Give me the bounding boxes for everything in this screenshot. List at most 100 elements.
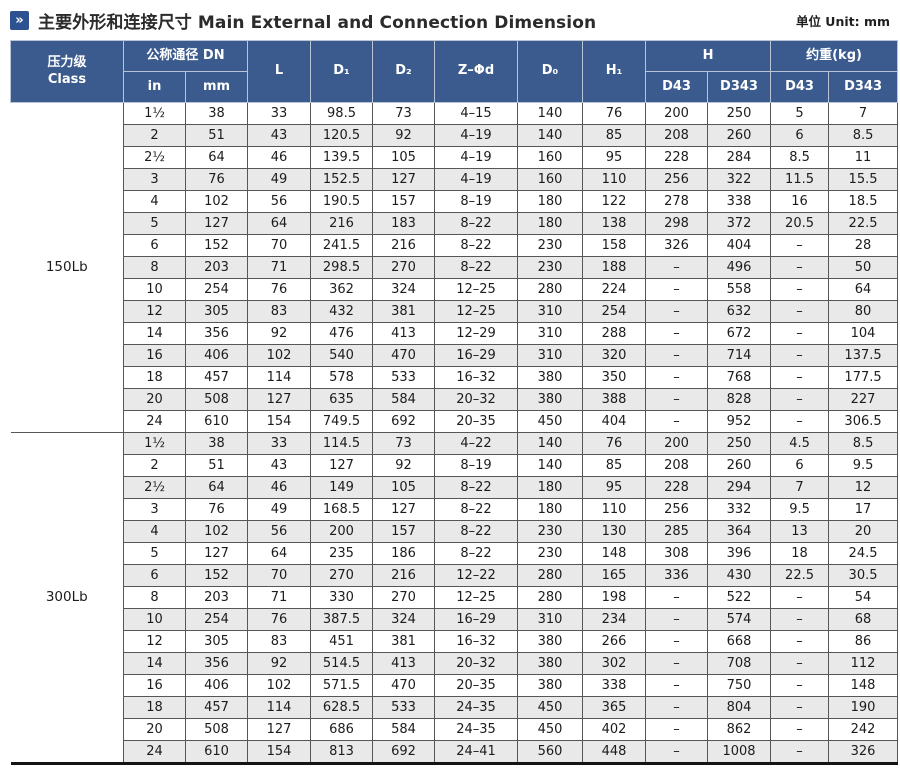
cell-H1: 302 [582, 652, 647, 675]
cell-H-D43: – [645, 718, 709, 741]
cell-D1: 451 [310, 630, 374, 653]
cell-D1: 635 [310, 388, 374, 411]
cell-mm: 406 [184, 344, 249, 367]
cell-H1: 148 [582, 542, 647, 565]
cell-in: 4 [123, 190, 186, 213]
cell-H-D43: 256 [645, 168, 709, 191]
cell-H1: 350 [582, 366, 647, 389]
cell-D0: 380 [517, 388, 584, 411]
cell-L: 43 [247, 124, 312, 147]
cell-L: 64 [247, 212, 312, 235]
cell-L: 127 [247, 388, 312, 411]
cell-H-D343: 768 [707, 366, 772, 389]
cell-H-D43: 326 [645, 234, 709, 257]
cell-mm: 152 [184, 234, 249, 257]
cell-H1: 130 [582, 520, 647, 543]
cell-weight-D43: – [770, 366, 830, 389]
section-marker-icon: » [10, 10, 29, 30]
cell-H-D343: 372 [707, 212, 772, 235]
cell-in: 2 [123, 124, 186, 147]
cell-D1: 628.5 [310, 696, 374, 719]
cell-weight-D43: – [770, 608, 830, 631]
cell-Z-phi-d: 4–19 [434, 124, 519, 147]
cell-weight-D343: 28 [828, 234, 899, 257]
cell-in: 10 [123, 608, 186, 631]
col-header-z-phi-d: Z–Φd [434, 40, 519, 103]
cell-D1: 686 [310, 718, 374, 741]
cell-Z-phi-d: 24–35 [434, 718, 519, 741]
cell-D1: 216 [310, 212, 374, 235]
cell-D1: 571.5 [310, 674, 374, 697]
cell-H1: 288 [582, 322, 647, 345]
cell-H-D43: – [645, 344, 709, 367]
col-header-in: in [123, 71, 186, 103]
cell-mm: 305 [184, 300, 249, 323]
cell-H-D343: 522 [707, 586, 772, 609]
table-row: 14 356 92 476 413 12–29 310 288–672–104 [11, 322, 899, 345]
cell-H-D43: 256 [645, 498, 709, 521]
cell-L: 64 [247, 542, 312, 565]
cell-weight-D343: 24.5 [828, 542, 899, 565]
cell-in: 24 [123, 410, 186, 433]
cell-H-D43: – [645, 652, 709, 675]
cell-L: 71 [247, 586, 312, 609]
page-title: 主要外形和连接尺寸 Main External and Connection D… [38, 12, 597, 33]
cell-Z-phi-d: 20–35 [434, 674, 519, 697]
cell-in: 2½ [123, 476, 186, 499]
cell-weight-D343: 190 [828, 696, 899, 719]
cell-H1: 76 [582, 102, 647, 125]
cell-D0: 180 [517, 190, 584, 213]
cell-H1: 388 [582, 388, 647, 411]
cell-L: 114 [247, 696, 312, 719]
cell-H-D343: 828 [707, 388, 772, 411]
table-row: 16 406 102 540 470 16–29 310 320–714–137.5 [11, 344, 899, 367]
cell-Z-phi-d: 16–29 [434, 608, 519, 631]
cell-D2: 92 [372, 454, 436, 477]
col-header-h1: H₁ [582, 40, 647, 103]
cell-L: 70 [247, 234, 312, 257]
cell-H-D43: 336 [645, 564, 709, 587]
cell-H-D43: – [645, 256, 709, 279]
cell-D0: 180 [517, 212, 584, 235]
cell-weight-D343: 18.5 [828, 190, 899, 213]
table-row: 300Lb 1½ 38 33 114.5 73 4–22 140 76 200 250 4.5 8.5 [10, 432, 899, 764]
cell-weight-D343: 20 [828, 520, 899, 543]
table-row: 18 457 114 578 533 16–32 380 350–768–177.5 [11, 366, 899, 389]
table-row: 2 51 43 120.5 92 4–19 140 85 208 260 6 8.5 [11, 124, 899, 147]
cell-H-D343: 332 [707, 498, 772, 521]
cell-D2: 127 [372, 498, 436, 521]
cell-H-D43: – [645, 300, 709, 323]
table-row: 16 406 102 571.5 470 20–35 380 338–750–148 [11, 674, 899, 697]
cell-weight-D343: 11 [828, 146, 899, 169]
cell-Z-phi-d: 4–22 [434, 432, 519, 455]
cell-H1: 404 [582, 410, 647, 433]
cell-H-D43: – [645, 740, 709, 764]
cell-L: 154 [247, 410, 312, 433]
cell-Z-phi-d: 12–25 [434, 300, 519, 323]
cell-weight-D43: – [770, 674, 830, 697]
cell-H-D343: 750 [707, 674, 772, 697]
table-row: 2½ 64 46 149 105 8–22 180 95 228 294 7 12 [11, 476, 899, 499]
cell-D0: 280 [517, 586, 584, 609]
cell-weight-D343: 177.5 [828, 366, 899, 389]
cell-D2: 157 [372, 520, 436, 543]
cell-in: 2½ [123, 146, 186, 169]
cell-D0: 230 [517, 542, 584, 565]
col-header-h-d43: D43 [645, 71, 709, 103]
cell-weight-D43: 13 [770, 520, 830, 543]
cell-Z-phi-d: 4–15 [434, 102, 519, 125]
cell-L: 33 [247, 432, 312, 455]
cell-L: 76 [247, 608, 312, 631]
cell-L: 70 [247, 564, 312, 587]
table-row: 6 152 70 241.5 216 8–22 230 158 326 404–28 [11, 234, 899, 257]
cell-H-D343: 322 [707, 168, 772, 191]
table-row: 12 305 83 432 381 12–25 310 254–632–80 [11, 300, 899, 323]
cell-weight-D343: 80 [828, 300, 899, 323]
cell-D1: 168.5 [310, 498, 374, 521]
class-cell: 150Lb [10, 102, 124, 433]
cell-H-D343: 1008 [707, 740, 772, 764]
cell-mm: 610 [184, 410, 249, 433]
cell-H-D343: 396 [707, 542, 772, 565]
cell-mm: 457 [184, 696, 249, 719]
cell-D2: 413 [372, 652, 436, 675]
